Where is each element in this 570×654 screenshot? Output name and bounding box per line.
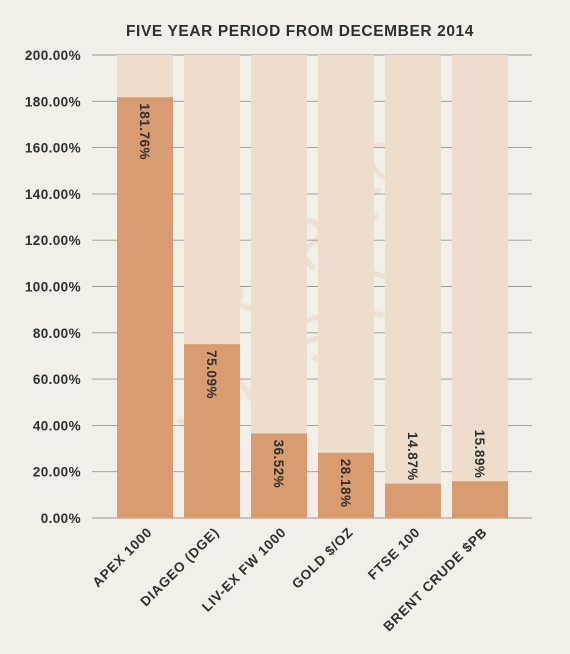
y-tick-label: 80.00% [33,326,81,341]
bar-track [452,55,508,518]
bar [251,433,307,518]
y-axis-ticks: 0.00% 20.00% 40.00% 60.00% 80.00% 100.00% 120.… [25,48,81,526]
bar-track [318,55,374,518]
x-tick-label: APEX 1000 [90,525,156,591]
data-label: 15.89% [472,430,487,479]
y-tick-label: 20.00% [33,465,81,480]
y-tick-label: 180.00% [25,94,81,109]
y-tick-label: 40.00% [33,418,81,433]
data-label: 28.18% [338,459,353,508]
data-label: 36.52% [271,439,286,488]
y-tick-label: 120.00% [25,233,81,248]
x-tick-label: FTSE 100 [365,525,423,583]
y-tick-label: 0.00% [41,511,81,526]
data-labels: 181.76% 75.09% 36.52% 28.18% 14.87% 15.89% [137,103,487,507]
bar [184,344,240,518]
data-label: 75.09% [204,350,219,399]
bar-track [385,55,441,518]
y-tick-label: 140.00% [25,187,81,202]
y-tick-label: 100.00% [25,280,81,295]
bar [318,452,374,518]
bar [452,481,508,518]
y-tick-label: 160.00% [25,141,81,156]
y-tick-label: 60.00% [33,372,81,387]
bars [117,97,508,519]
chart-title: FIVE YEAR PERIOD FROM DECEMBER 2014 [126,23,474,40]
bar [117,97,173,519]
data-label: 181.76% [137,103,152,160]
x-tick-label: GOLD $/OZ [289,525,356,592]
bar [385,483,441,518]
y-tick-label: 200.00% [25,48,81,63]
data-label: 14.87% [405,432,420,481]
